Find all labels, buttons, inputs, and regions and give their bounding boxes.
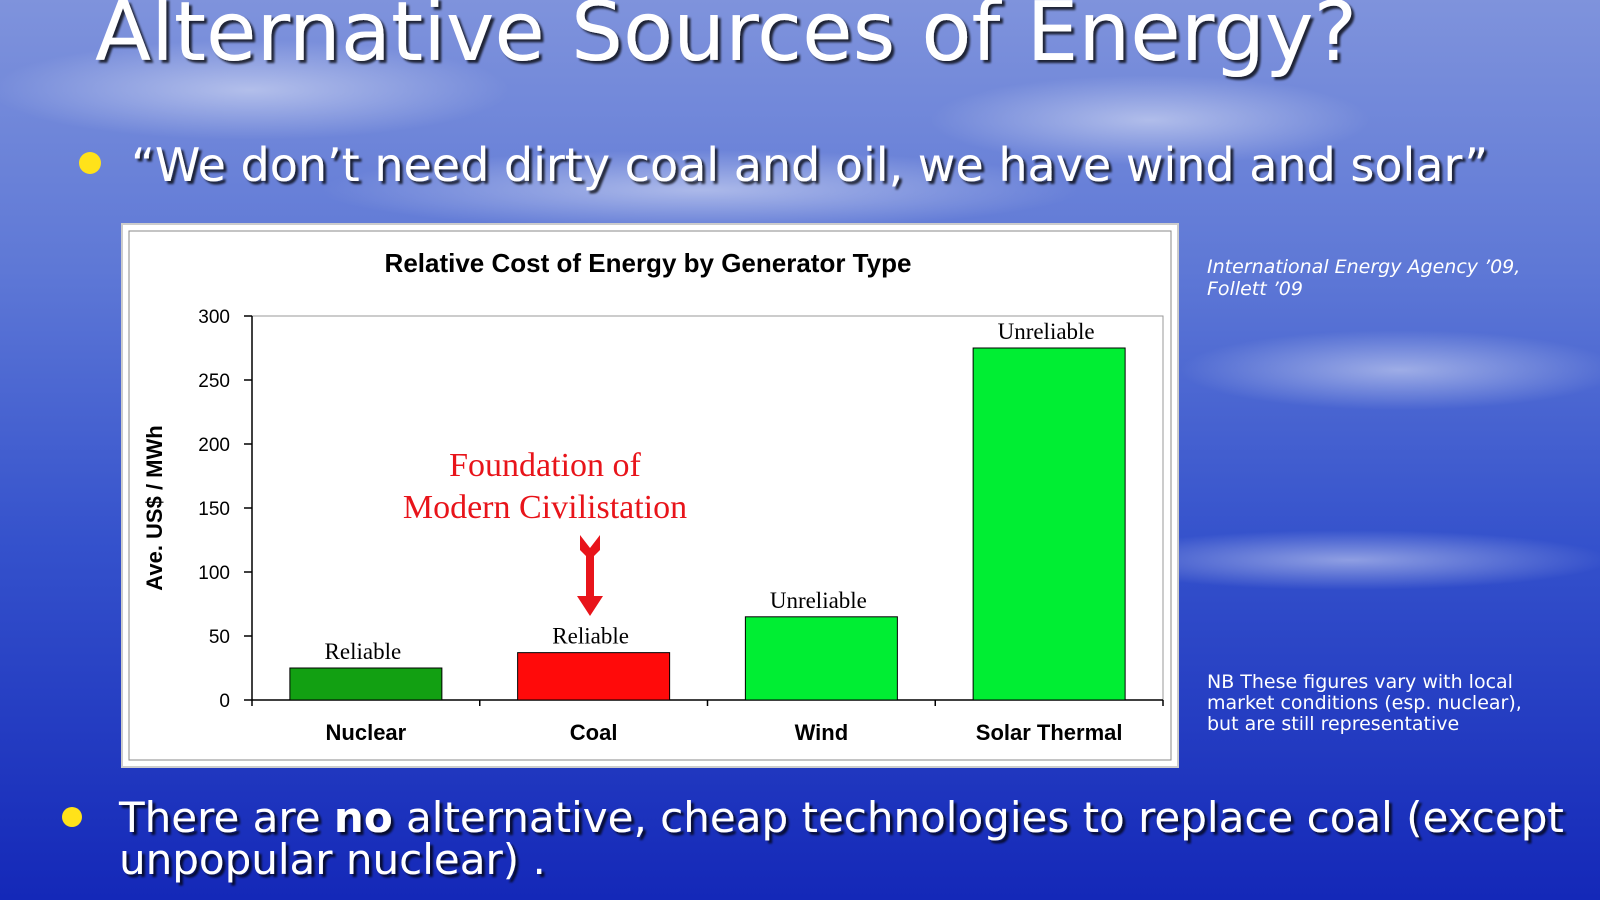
emphasis: no (334, 793, 393, 842)
y-tick-label: 150 (198, 499, 230, 520)
note: NB These figures vary with local market … (1207, 671, 1528, 735)
slide-title: Alternative Sources of Energy? (95, 0, 1357, 80)
note-line: NB These figures vary with local (1207, 671, 1513, 693)
y-tick-label: 0 (219, 691, 230, 712)
x-tick-label: Solar Thermal (976, 720, 1123, 745)
bar-annotation: Reliable (552, 624, 629, 649)
note-line: but are still representative (1207, 713, 1459, 735)
note-line: market conditions (esp. nuclear), (1207, 692, 1522, 714)
bullet (62, 807, 82, 827)
bottom-bullet-line: There are no alternative, cheap technolo… (118, 793, 1564, 842)
chart-inner-frame (128, 230, 1172, 761)
text: alternative, cheap technologies to repla… (393, 793, 1564, 842)
bar-annotation: Reliable (325, 639, 402, 664)
bullet (79, 152, 101, 174)
chart: Relative Cost of Energy by Generator Typ… (142, 248, 1164, 745)
y-tick-label: 50 (209, 627, 230, 648)
y-tick-label: 200 (198, 435, 230, 456)
bar-annotation: Unreliable (998, 319, 1095, 344)
callout: Modern Civilistation (403, 489, 687, 526)
source-line: International Energy Agency ’09, (1207, 256, 1520, 278)
y-tick-label: 250 (198, 371, 230, 392)
source-line: Follett ’09 (1207, 278, 1303, 300)
bar (517, 652, 671, 701)
x-tick-label: Nuclear (326, 720, 407, 745)
bar (972, 347, 1126, 701)
bar (289, 667, 443, 701)
bar (744, 616, 898, 701)
source: International Energy Agency ’09, Follett… (1207, 256, 1526, 300)
bar-annotation: Unreliable (770, 588, 867, 613)
callout: Foundation of (449, 447, 641, 484)
y-tick-label: 100 (198, 563, 230, 584)
chart-title: Relative Cost of Energy by Generator Typ… (385, 248, 912, 278)
x-tick-label: Wind (795, 720, 849, 745)
callout-arrow (577, 535, 603, 616)
text: There are (118, 793, 334, 842)
bottom-bullet-line: unpopular nuclear) . (119, 835, 546, 884)
clouds (0, 40, 1600, 590)
x-tick-label: Coal (570, 720, 618, 745)
y-axis-label: Ave. US$ / MWh (142, 425, 167, 590)
quote: “We don’t need dirty coal and oil, we ha… (131, 138, 1488, 192)
y-tick-label: 300 (198, 307, 230, 328)
